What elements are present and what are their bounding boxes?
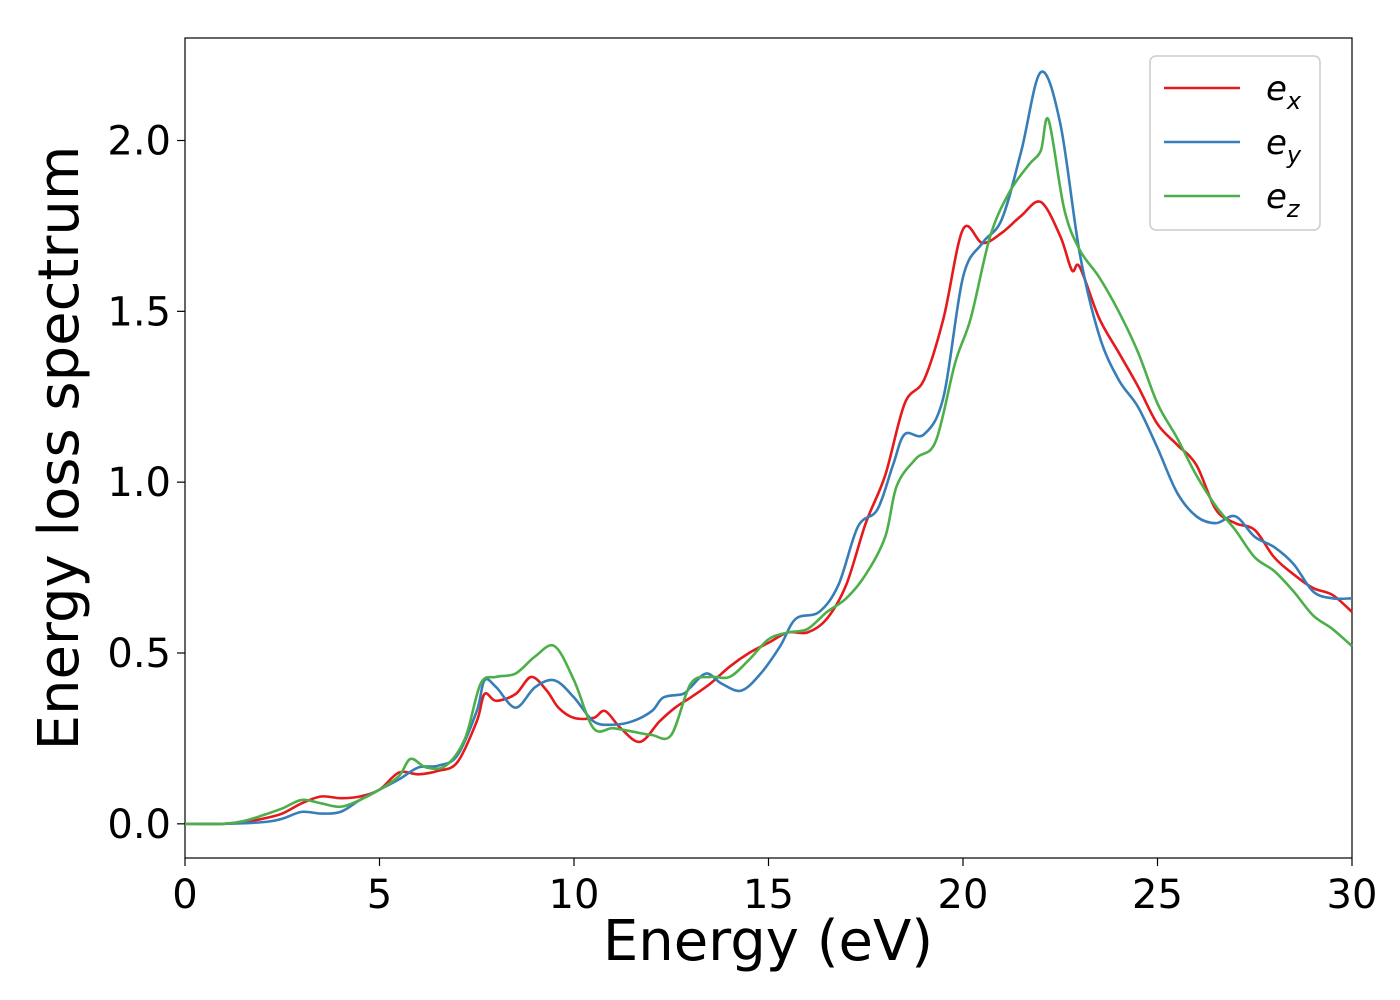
x-axis-ticks: 0 5 10 15 20 25 30	[172, 858, 1377, 918]
legend: ex ey ez	[1149, 55, 1321, 231]
series-layer	[184, 70, 1353, 826]
x-tick-label: 15	[743, 872, 794, 918]
x-tick-label: 20	[938, 872, 989, 918]
x-tick-label: 30	[1327, 872, 1378, 918]
y-tick-label: 0.5	[107, 631, 171, 677]
y-tick-label: 0.0	[107, 802, 171, 848]
x-tick-label: 25	[1132, 872, 1183, 918]
x-tick-label: 10	[549, 872, 600, 918]
y-axis-ticks: 0.0 0.5 1.0 1.5 2.0	[107, 119, 185, 848]
y-tick-label: 2.0	[107, 119, 171, 165]
legend-label-ey: ey	[1266, 123, 1302, 169]
x-tick-label: 0	[172, 872, 197, 918]
x-axis-label: Energy (eV)	[603, 909, 933, 974]
y-tick-label: 1.5	[107, 289, 171, 335]
y-axis-label: Energy loss spectrum	[27, 146, 92, 751]
y-tick-label: 1.0	[107, 460, 171, 506]
legend-label-ex: ex	[1266, 69, 1302, 115]
x-tick-label: 5	[367, 872, 392, 918]
series-line-ez	[184, 116, 1353, 826]
legend-label-ez: ez	[1266, 177, 1301, 223]
